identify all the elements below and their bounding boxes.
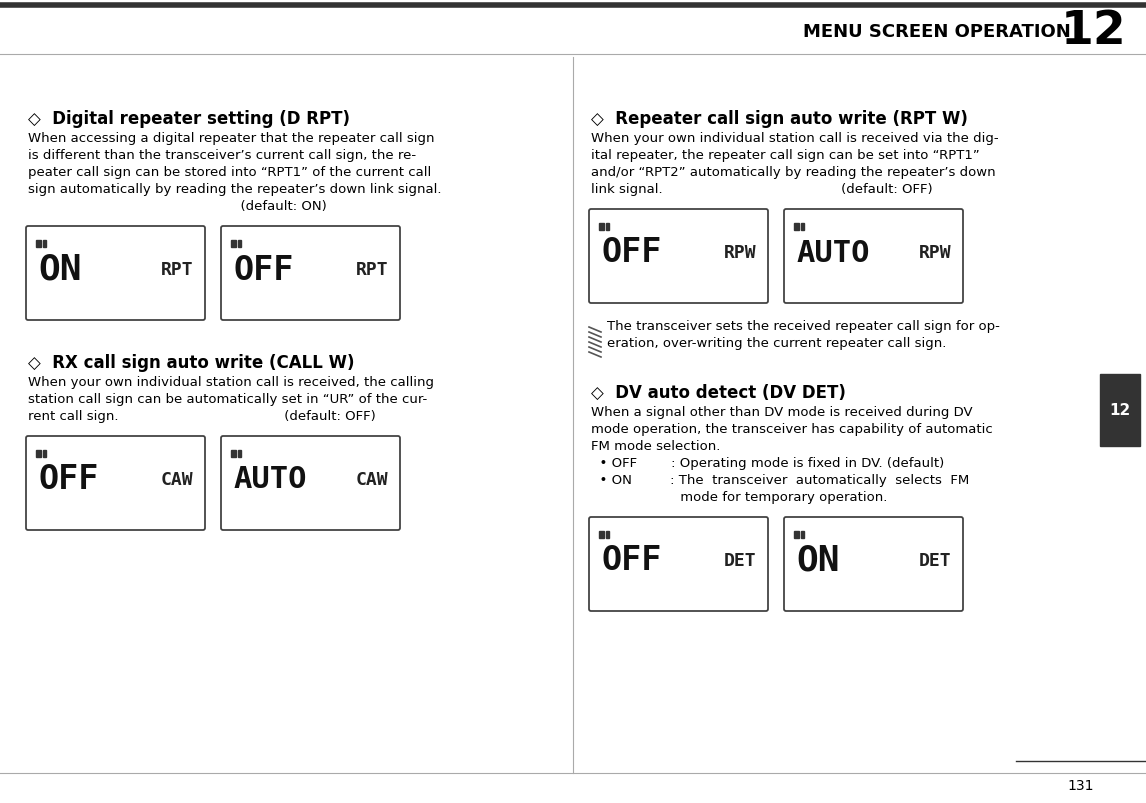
Bar: [36, 241, 41, 247]
Text: ◇  Digital repeater setting (D RPT): ◇ Digital repeater setting (D RPT): [28, 110, 350, 128]
Text: When a signal other than DV mode is received during DV: When a signal other than DV mode is rece…: [591, 406, 973, 418]
Text: FM mode selection.: FM mode selection.: [591, 439, 721, 452]
Text: OFF: OFF: [233, 253, 293, 286]
Text: 131: 131: [1068, 778, 1094, 792]
Text: ◇  RX call sign auto write (CALL W): ◇ RX call sign auto write (CALL W): [28, 353, 354, 372]
Text: When accessing a digital repeater that the repeater call sign: When accessing a digital repeater that t…: [28, 132, 434, 145]
Text: RPT: RPT: [355, 261, 388, 279]
Text: (default: ON): (default: ON): [28, 200, 327, 213]
Bar: [231, 450, 236, 458]
Text: ON: ON: [796, 544, 840, 577]
Bar: [606, 224, 609, 230]
FancyBboxPatch shape: [589, 517, 768, 611]
Text: and/or “RPT2” automatically by reading the repeater’s down: and/or “RPT2” automatically by reading t…: [591, 165, 996, 179]
Bar: [801, 224, 804, 230]
FancyBboxPatch shape: [221, 437, 400, 530]
Bar: [238, 450, 241, 458]
FancyBboxPatch shape: [26, 437, 205, 530]
Text: The transceiver sets the received repeater call sign for op-: The transceiver sets the received repeat…: [607, 320, 999, 332]
Text: DET: DET: [918, 552, 951, 569]
Text: AUTO: AUTO: [796, 238, 870, 267]
Text: is different than the transceiver’s current call sign, the re-: is different than the transceiver’s curr…: [28, 149, 416, 161]
Text: OFF: OFF: [38, 463, 99, 496]
Bar: [36, 450, 41, 458]
Text: ital repeater, the repeater call sign can be set into “RPT1”: ital repeater, the repeater call sign ca…: [591, 149, 980, 161]
Text: mode for temporary operation.: mode for temporary operation.: [591, 491, 887, 503]
Text: ◇  DV auto detect (DV DET): ◇ DV auto detect (DV DET): [591, 384, 846, 402]
Text: RPW: RPW: [918, 243, 951, 262]
Text: 12: 12: [1109, 403, 1131, 418]
Text: OFF: OFF: [601, 544, 661, 577]
Text: peater call sign can be stored into “RPT1” of the current call: peater call sign can be stored into “RPT…: [28, 165, 431, 179]
Bar: [794, 532, 799, 538]
Text: link signal.                                          (default: OFF): link signal. (default: OFF): [591, 183, 933, 196]
FancyBboxPatch shape: [589, 210, 768, 304]
Text: 12: 12: [1060, 10, 1127, 55]
Text: • OFF        : Operating mode is fixed in DV. (default): • OFF : Operating mode is fixed in DV. (…: [591, 456, 944, 470]
Text: When your own individual station call is received, the calling: When your own individual station call is…: [28, 376, 434, 389]
Text: mode operation, the transceiver has capability of automatic: mode operation, the transceiver has capa…: [591, 422, 992, 435]
FancyBboxPatch shape: [784, 517, 963, 611]
Text: RPT: RPT: [160, 261, 193, 279]
Text: eration, over-writing the current repeater call sign.: eration, over-writing the current repeat…: [607, 336, 947, 349]
Bar: [44, 241, 46, 247]
Text: station call sign can be automatically set in “UR” of the cur-: station call sign can be automatically s…: [28, 393, 427, 406]
Text: AUTO: AUTO: [233, 465, 306, 494]
Bar: [606, 532, 609, 538]
Text: ON: ON: [38, 253, 81, 287]
Text: CAW: CAW: [355, 471, 388, 488]
Text: DET: DET: [723, 552, 756, 569]
Text: CAW: CAW: [160, 471, 193, 488]
Bar: [44, 450, 46, 458]
Text: RPW: RPW: [723, 243, 756, 262]
Bar: [1100, 374, 1140, 446]
Text: ◇  Repeater call sign auto write (RPT W): ◇ Repeater call sign auto write (RPT W): [591, 110, 968, 128]
Text: MENU SCREEN OPERATION: MENU SCREEN OPERATION: [803, 23, 1072, 41]
Text: OFF: OFF: [601, 236, 661, 269]
FancyBboxPatch shape: [784, 210, 963, 304]
Bar: [599, 532, 604, 538]
FancyBboxPatch shape: [26, 226, 205, 320]
Text: rent call sign.                                       (default: OFF): rent call sign. (default: OFF): [28, 410, 376, 422]
Text: • ON         : The  transceiver  automatically  selects  FM: • ON : The transceiver automatically sel…: [591, 474, 970, 487]
Bar: [801, 532, 804, 538]
Bar: [599, 224, 604, 230]
FancyBboxPatch shape: [221, 226, 400, 320]
Bar: [231, 241, 236, 247]
Bar: [794, 224, 799, 230]
Text: When your own individual station call is received via the dig-: When your own individual station call is…: [591, 132, 998, 145]
Bar: [238, 241, 241, 247]
Text: sign automatically by reading the repeater’s down link signal.: sign automatically by reading the repeat…: [28, 183, 441, 196]
